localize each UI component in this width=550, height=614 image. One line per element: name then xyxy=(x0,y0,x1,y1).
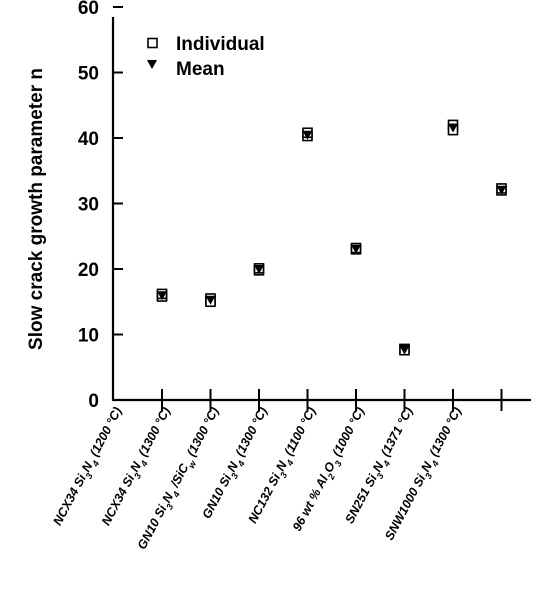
mean-point xyxy=(496,185,507,195)
x-category-label-part: 3 xyxy=(375,471,386,480)
x-category-label-part: 4 xyxy=(284,458,296,468)
x-ticks xyxy=(161,389,503,411)
x-category-label-part: 3 xyxy=(423,471,434,480)
x-category-label-part: 3 xyxy=(333,459,344,468)
y-tick-label: 40 xyxy=(78,129,99,150)
x-category-label-part: (1300 °C) xyxy=(134,405,173,462)
legend-individual-marker xyxy=(147,37,158,49)
x-category-label-part: (1300 °C) xyxy=(182,405,221,462)
y-ticks: 0 10 20 30 40 50 60 xyxy=(78,0,123,412)
x-category-label-part: 4 xyxy=(235,459,247,469)
x-category-label-part: 3 xyxy=(132,471,143,480)
y-tick-label: 30 xyxy=(78,195,99,216)
x-category-label-part: NC132 Si xyxy=(246,471,284,526)
x-category-label-part: 3 xyxy=(164,502,175,511)
x-category-label-part: (1200 °C) xyxy=(85,405,124,462)
legend: Individual Mean xyxy=(147,34,265,80)
legend-mean-marker xyxy=(147,60,157,69)
x-category-label-part: w xyxy=(186,458,199,470)
x-category-label-part: SN251 Si xyxy=(342,472,380,526)
y-tick-label: 60 xyxy=(78,0,99,19)
x-category-label-part: 4 xyxy=(90,459,102,469)
y-tick-label: 50 xyxy=(78,64,99,85)
plot-points xyxy=(156,119,507,356)
x-category-label-part: 2 xyxy=(325,472,337,482)
x-category-label-part: 3 xyxy=(229,471,240,480)
mean-point xyxy=(399,345,410,355)
mean-point xyxy=(254,265,264,274)
y-axis-title: Slow crack growth parameter n xyxy=(26,68,47,350)
mean-point xyxy=(157,291,167,301)
mean-point xyxy=(351,244,361,254)
x-category-label-part: 4 xyxy=(138,459,150,469)
x-category-label-part: GN10 Si xyxy=(200,472,235,521)
x-category-label-part: (1100 °C) xyxy=(280,405,319,461)
y-tick-label: 20 xyxy=(78,260,99,281)
x-category-label-part: (1300 °C) xyxy=(231,405,270,462)
mean-point xyxy=(448,123,458,133)
mean-point xyxy=(302,130,313,140)
x-category-label-part: 4 xyxy=(429,459,441,469)
x-category-label-part: 3 xyxy=(278,471,289,480)
x-category-labels: NCX34 Si3N4 (1200 °C)NCX34 Si3N4 (1300 °… xyxy=(50,405,464,552)
y-tick-label: 0 xyxy=(88,391,99,412)
y-tick-label: 10 xyxy=(78,326,99,347)
x-category-label-part: NCX34 Si xyxy=(50,472,89,528)
x-category-label-part: SNW1000 Si xyxy=(382,472,429,543)
x-category-label-part: (1371 °C) xyxy=(376,405,415,462)
x-category-label-part: 96 wt % Al xyxy=(290,472,331,533)
x-category-label-part: 4 xyxy=(170,490,182,500)
legend-mean-label: Mean xyxy=(176,59,225,80)
x-category-label-part: (1300 °C) xyxy=(425,405,464,462)
x-category-label-part: 4 xyxy=(381,459,393,469)
x-category-label-part: NCX34 Si xyxy=(99,472,138,528)
legend-individual-label: Individual xyxy=(176,34,265,55)
mean-point xyxy=(205,295,216,305)
x-category-label-part: (1000 °C) xyxy=(328,405,367,462)
x-category-label-part: 3 xyxy=(84,471,95,480)
x-category-label-part: GN10 Si xyxy=(135,502,170,551)
